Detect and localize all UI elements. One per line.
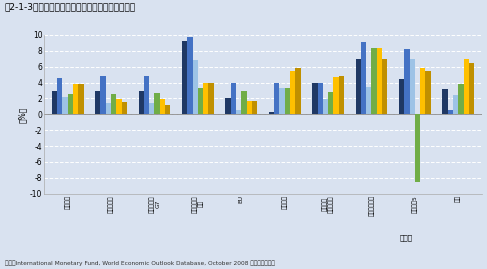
- Bar: [203, 83, 208, 114]
- Bar: [323, 99, 328, 114]
- Bar: [318, 83, 323, 114]
- Bar: [111, 94, 116, 114]
- Bar: [274, 83, 280, 114]
- Bar: [198, 88, 203, 114]
- Bar: [415, 114, 420, 182]
- Bar: [442, 89, 448, 114]
- Bar: [426, 71, 431, 114]
- Bar: [420, 68, 426, 114]
- Bar: [192, 60, 198, 114]
- Bar: [366, 87, 372, 114]
- Bar: [52, 91, 57, 114]
- Bar: [231, 83, 236, 114]
- Bar: [458, 84, 464, 114]
- Text: 図2-1-3　世界における地域別の経済成長率の推移: 図2-1-3 世界における地域別の経済成長率の推移: [5, 3, 136, 12]
- Bar: [464, 59, 469, 114]
- Bar: [165, 105, 170, 114]
- Bar: [100, 76, 106, 114]
- Bar: [448, 110, 453, 114]
- Bar: [269, 112, 274, 114]
- Bar: [285, 88, 290, 114]
- Bar: [95, 91, 100, 114]
- Bar: [241, 90, 246, 114]
- Bar: [78, 84, 84, 114]
- Bar: [382, 59, 387, 114]
- Bar: [410, 59, 415, 114]
- Bar: [154, 93, 160, 114]
- Bar: [404, 49, 410, 114]
- Bar: [252, 101, 257, 114]
- Bar: [356, 59, 361, 114]
- Bar: [225, 98, 231, 114]
- Bar: [139, 90, 144, 114]
- Bar: [312, 83, 318, 114]
- Bar: [73, 84, 78, 114]
- Bar: [372, 48, 377, 114]
- Bar: [295, 68, 300, 114]
- Bar: [106, 103, 111, 114]
- Bar: [246, 101, 252, 114]
- Bar: [208, 83, 214, 114]
- Bar: [469, 63, 474, 114]
- Bar: [328, 92, 334, 114]
- Bar: [182, 41, 187, 114]
- Bar: [68, 94, 73, 114]
- Bar: [57, 78, 62, 114]
- Y-axis label: （%）: （%）: [19, 106, 27, 122]
- Bar: [149, 103, 154, 114]
- Bar: [338, 76, 344, 114]
- Bar: [280, 88, 285, 114]
- Bar: [187, 37, 192, 114]
- Bar: [236, 110, 241, 114]
- Bar: [116, 99, 122, 114]
- Bar: [453, 95, 458, 114]
- Bar: [361, 42, 366, 114]
- Bar: [160, 99, 165, 114]
- Bar: [62, 97, 68, 114]
- Bar: [290, 71, 295, 114]
- Bar: [377, 48, 382, 114]
- Bar: [334, 77, 338, 114]
- Text: 資料：International Monetary Fund, World Economic Outlook Database, October 2008 より: 資料：International Monetary Fund, World Ec…: [5, 261, 275, 266]
- Bar: [144, 76, 149, 114]
- Text: （年）: （年）: [399, 235, 412, 241]
- Bar: [399, 79, 404, 114]
- Bar: [122, 102, 127, 114]
